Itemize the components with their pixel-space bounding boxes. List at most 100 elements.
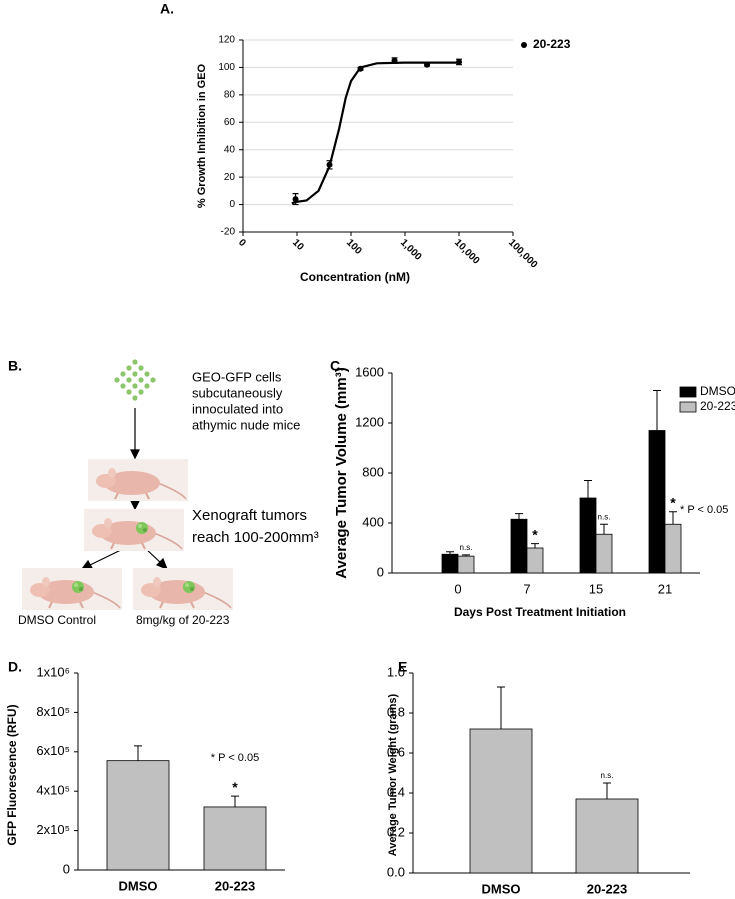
error-bar	[462, 554, 470, 557]
point	[357, 65, 364, 72]
bar	[469, 728, 533, 874]
step-text: reach 100-200mm³	[192, 529, 319, 546]
y-tick-label: 6x10⁵	[36, 743, 70, 758]
legend-marker	[521, 42, 527, 48]
step-text: subcutaneously	[192, 385, 283, 400]
y-tick-label: 1x10⁶	[36, 664, 70, 679]
mouse	[21, 567, 123, 611]
panel-label: B.	[8, 358, 22, 374]
y-tick-label: -20	[221, 227, 236, 238]
bar	[575, 798, 639, 874]
y-tick-label: 1600	[355, 364, 384, 379]
bar	[441, 553, 459, 574]
point	[326, 161, 333, 168]
bar	[526, 547, 544, 574]
x-tick-label: 0	[236, 237, 248, 249]
y-tick-label: 0	[229, 199, 235, 210]
y-tick-label: 60	[224, 117, 236, 128]
x-tick-label: 21	[658, 581, 672, 596]
bar	[510, 518, 528, 574]
x-tick-label: 20-223	[587, 881, 627, 896]
y-tick-label: 0	[377, 564, 384, 579]
x-tick-label: DMSO	[119, 878, 158, 893]
error-bar	[653, 390, 661, 431]
y-tick-label: 0.8	[387, 704, 405, 719]
step-text: GEO-GFP cells	[192, 369, 282, 384]
diagram-b: B. GEO-GFP cells subcutaneously innocula…	[8, 358, 319, 627]
tumor	[183, 581, 195, 593]
x-tick-label: 20-223	[215, 878, 255, 893]
y-tick-label: 0.0	[387, 864, 405, 879]
bar	[595, 533, 613, 574]
y-tick-label: 80	[224, 89, 236, 100]
bar	[648, 430, 666, 574]
x-tick-label: 0	[454, 581, 461, 596]
y-tick-label: 40	[224, 144, 236, 155]
x-tick-label: 10	[290, 237, 306, 253]
point	[292, 196, 299, 203]
panel-label: A.	[160, 1, 174, 17]
y-tick-label: 1.0	[387, 664, 405, 679]
error-bar	[584, 480, 592, 498]
step-text: Xenograft tumors	[192, 507, 307, 524]
y-tick-label: 800	[362, 464, 384, 479]
significance-label: *	[670, 494, 676, 510]
significance-label: n.s.	[460, 543, 473, 552]
cells-icon	[114, 359, 156, 401]
error-bar	[669, 511, 677, 525]
legend-swatch	[679, 401, 697, 413]
significance-label: n.s.	[601, 771, 614, 780]
error-bar	[531, 543, 539, 548]
error-bar	[134, 745, 142, 761]
y-tick-label: 400	[362, 514, 384, 529]
y-tick-label: 0	[63, 861, 70, 876]
bar	[457, 555, 475, 574]
note: * P < 0.05	[211, 752, 259, 764]
y-tick-label: 100	[218, 62, 235, 73]
significance-label: n.s.	[598, 512, 611, 521]
legend-label: 20-223	[700, 399, 735, 413]
y-axis-label: Average Tumor Weight (grams)	[387, 693, 399, 856]
mouse	[87, 458, 189, 502]
y-tick-label: 2x10⁵	[36, 822, 70, 837]
error-bar	[497, 686, 505, 729]
x-tick-label: 10,000	[452, 237, 482, 267]
legend-label: 20-223	[533, 37, 571, 51]
panel-label: D.	[8, 659, 22, 675]
x-tick-label: 100	[344, 237, 364, 257]
tumor	[136, 522, 148, 534]
error-bar	[603, 782, 611, 799]
bar	[203, 806, 267, 871]
point	[391, 57, 398, 64]
error-bar	[231, 795, 239, 807]
group-label: DMSO Control	[18, 613, 96, 627]
point	[424, 61, 431, 68]
point	[456, 58, 462, 65]
x-tick-label: DMSO	[482, 881, 521, 896]
y-tick-label: 0.4	[387, 784, 405, 799]
error-bar	[446, 551, 454, 555]
x-tick-label: 1,000	[398, 237, 424, 263]
y-tick-label: 4x10⁵	[36, 783, 70, 798]
y-tick-label: 1200	[355, 414, 384, 429]
y-tick-label: 20	[224, 172, 236, 183]
mouse	[132, 567, 234, 611]
x-tick-label: 100,000	[506, 237, 540, 271]
y-tick-label: 120	[218, 35, 235, 46]
step-text: innoculated into	[192, 401, 283, 416]
y-tick-label: 0.2	[387, 824, 405, 839]
y-tick-label: 0.6	[387, 744, 405, 759]
x-tick-label: 7	[523, 581, 530, 596]
fit-curve	[291, 61, 459, 205]
group-label: 8mg/kg of 20-223	[136, 613, 230, 627]
panel-label: C.	[330, 358, 344, 374]
y-axis-label: % Growth Inhibition in GEO	[196, 63, 208, 208]
x-axis-label: Days Post Treatment Initiation	[454, 605, 626, 619]
significance-label: *	[532, 526, 538, 542]
x-axis-label: Concentration (nM)	[300, 270, 410, 284]
note: * P < 0.05	[680, 504, 728, 516]
y-axis-label: GFP Fluorescence (RFU)	[5, 704, 19, 845]
error-bar	[515, 513, 523, 520]
legend-swatch	[679, 386, 697, 398]
